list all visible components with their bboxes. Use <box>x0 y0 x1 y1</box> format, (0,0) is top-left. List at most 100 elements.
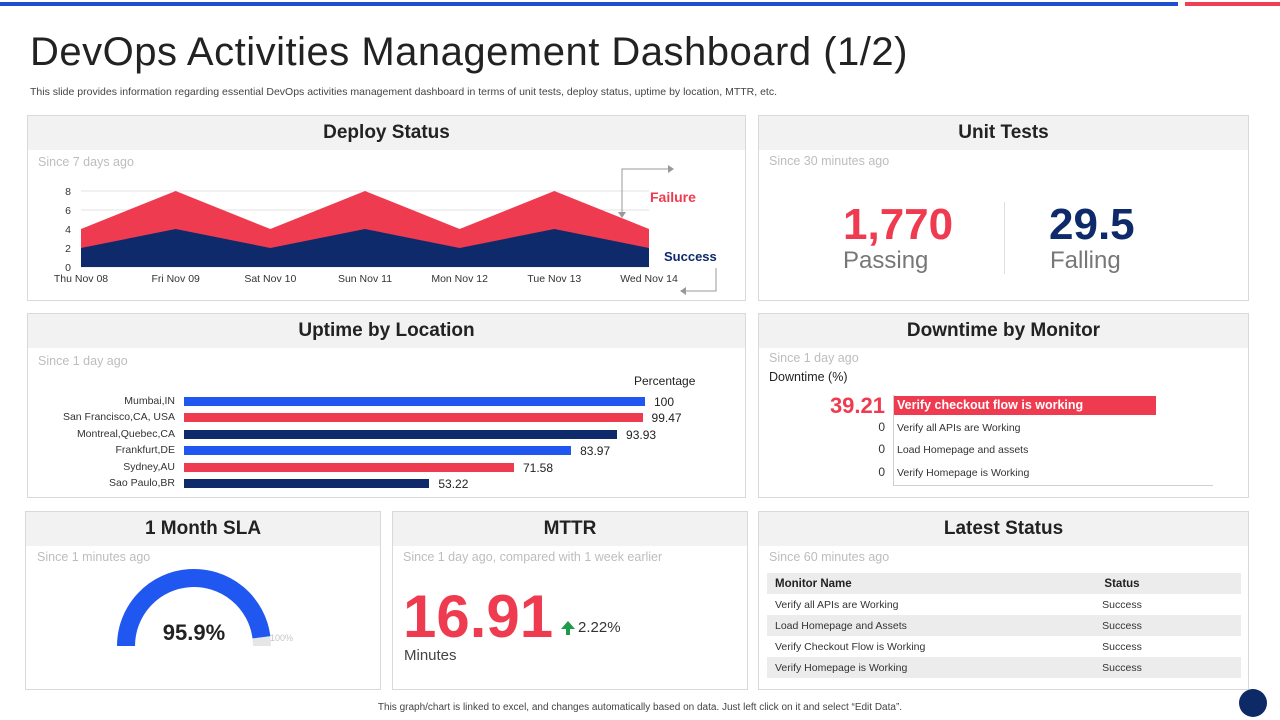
status-cell: Success <box>1003 657 1241 678</box>
sla-gauge <box>117 569 271 647</box>
failure-callout-arrow <box>618 212 626 218</box>
table-row[interactable]: Verify Checkout Flow is Working Success <box>767 636 1241 657</box>
success-label: Success <box>664 249 717 264</box>
deploy-status-panel[interactable]: Deploy Status Since 7 days ago 0 2 4 6 8 Thu… <box>27 115 746 301</box>
status-cell: Success <box>1102 640 1142 653</box>
downtime-baseline <box>893 485 1213 486</box>
uptime-location-label: Sao Paulo,BR <box>109 477 175 489</box>
y-tick-label: 4 <box>65 224 71 236</box>
sla-value: 95.9% <box>162 620 226 645</box>
downtime-monitor-label: Verify checkout flow is working <box>897 398 1084 412</box>
downtime-title: Downtime by Monitor <box>759 314 1248 348</box>
success-area <box>81 229 649 267</box>
uptime-location-label: Sydney,AU <box>123 460 175 473</box>
top-accent-bar-red <box>1185 2 1280 6</box>
x-tick-label: Tue Nov 13 <box>527 273 581 285</box>
sla-since: Since 1 minutes ago <box>37 550 151 564</box>
sla-gauge-fill <box>117 569 271 647</box>
downtime-panel[interactable]: Downtime by Monitor Since 1 day ago Down… <box>758 313 1249 498</box>
column-header-status: Status <box>1003 573 1241 594</box>
latest-status-title: Latest Status <box>759 512 1248 546</box>
uptime-panel[interactable]: Uptime by Location Since 1 day ago Perce… <box>27 313 746 498</box>
x-tick-label: Wed Nov 14 <box>620 273 678 285</box>
success-callout-line <box>686 268 717 292</box>
passing-value: 1,770 <box>843 200 954 249</box>
downtime-value: 0 <box>878 442 885 456</box>
failure-callout-line <box>621 168 668 216</box>
column-header-monitor: Monitor Name <box>767 573 1003 594</box>
table-row[interactable]: Load Homepage and Assets Success <box>767 615 1241 636</box>
x-tick-label: Sat Nov 10 <box>244 273 296 285</box>
y-tick-label: 8 <box>65 186 71 198</box>
deploy-since: Since 7 days ago <box>38 155 134 169</box>
uptime-title: Uptime by Location <box>28 314 745 348</box>
unit-tests-since: Since 30 minutes ago <box>769 154 890 168</box>
y-tick-label: 0 <box>65 262 71 274</box>
latest-status-table: Monitor Name Status Verify all APIs are … <box>767 573 1241 678</box>
x-tick-label: Mon Nov 12 <box>431 273 488 285</box>
uptime-bar <box>184 462 514 472</box>
failure-callout-arrowhead <box>668 165 674 173</box>
x-tick-label: Fri Nov 09 <box>151 273 200 285</box>
y-tick-label: 2 <box>65 243 71 255</box>
table-row[interactable]: Verify all APIs are Working Success <box>767 594 1241 615</box>
downtime-axis-label: Downtime (%) <box>769 370 848 384</box>
downtime-value: 0 <box>878 464 885 479</box>
corner-decoration <box>1239 689 1267 717</box>
uptime-legend: Percentage <box>634 374 696 388</box>
uptime-value-label: 71.58 <box>522 460 553 475</box>
falling-label: Falling <box>1050 247 1121 274</box>
page-subtitle: This slide provides information regardin… <box>30 86 778 98</box>
downtime-value: 39.21 <box>829 393 885 418</box>
mttr-since: Since 1 day ago, compared with 1 week ea… <box>403 550 663 564</box>
trend-up-icon <box>561 621 575 629</box>
downtime-value: 0 <box>878 419 885 434</box>
uptime-value-label: 93.93 <box>626 427 657 442</box>
downtime-monitor-label: Verify all APIs are Working <box>897 421 1021 434</box>
x-tick-label: Thu Nov 08 <box>54 273 108 285</box>
uptime-bar <box>184 397 645 406</box>
uptime-value-label: 83.97 <box>580 444 611 459</box>
uptime-bar <box>184 479 430 488</box>
success-callout-arrowhead <box>680 287 686 295</box>
monitor-name-cell: Verify Checkout Flow is Working <box>775 640 926 653</box>
page-title: DevOps Activities Management Dashboard (… <box>30 30 908 74</box>
uptime-value-label: 53.22 <box>438 477 469 491</box>
table-row[interactable]: Verify Homepage is Working Success <box>767 657 1241 678</box>
sla-title: 1 Month SLA <box>26 512 380 546</box>
status-cell: Success <box>1102 598 1142 611</box>
falling-value: 29.5 <box>1049 200 1135 249</box>
uptime-value-label: 100 <box>654 395 675 409</box>
downtime-bar <box>894 396 1156 415</box>
monitor-name-cell: Load Homepage and Assets <box>767 615 1003 636</box>
uptime-since: Since 1 day ago <box>38 354 128 368</box>
downtime-monitor-label: Load Homepage and assets <box>897 444 1029 456</box>
monitor-name-cell: Verify Homepage is Working <box>767 657 1003 678</box>
uptime-location-label: Frankfurt,DE <box>115 444 175 457</box>
downtime-axis-line <box>893 395 894 485</box>
unit-tests-title: Unit Tests <box>759 116 1248 150</box>
y-tick-label: 6 <box>65 205 71 217</box>
sla-panel[interactable]: 1 Month SLA Since 1 minutes ago 95.9% 10… <box>25 511 381 690</box>
failure-label: Failure <box>650 189 696 205</box>
uptime-bar <box>184 413 643 423</box>
downtime-since: Since 1 day ago <box>769 351 859 365</box>
mttr-title: MTTR <box>393 512 747 546</box>
uptime-location-label: San Francisco,CA, USA <box>62 411 175 424</box>
uptime-location-label: Montreal,Quebec,CA <box>76 427 175 440</box>
latest-status-since: Since 60 minutes ago <box>769 550 890 564</box>
downtime-monitor-label: Verify Homepage is Working <box>897 466 1030 479</box>
uptime-location-label: Mumbai,IN <box>124 395 175 407</box>
unit-tests-panel[interactable]: Unit Tests Since 30 minutes ago 1,770 Pa… <box>758 115 1249 301</box>
mttr-value: 16.91 <box>403 583 554 650</box>
latest-status-panel[interactable]: Latest Status Since 60 minutes ago Monit… <box>758 511 1249 690</box>
uptime-value-label: 99.47 <box>651 411 682 426</box>
status-cell: Success <box>1003 615 1241 636</box>
sla-max-label: 100% <box>270 633 294 643</box>
trend-up-icon-stem <box>566 628 570 635</box>
x-tick-label: Sun Nov 11 <box>338 273 392 285</box>
top-accent-bar-blue <box>0 2 1178 6</box>
mttr-panel[interactable]: MTTR Since 1 day ago, compared with 1 we… <box>392 511 748 690</box>
passing-label: Passing <box>843 247 929 274</box>
unit-tests-divider <box>1004 202 1005 274</box>
